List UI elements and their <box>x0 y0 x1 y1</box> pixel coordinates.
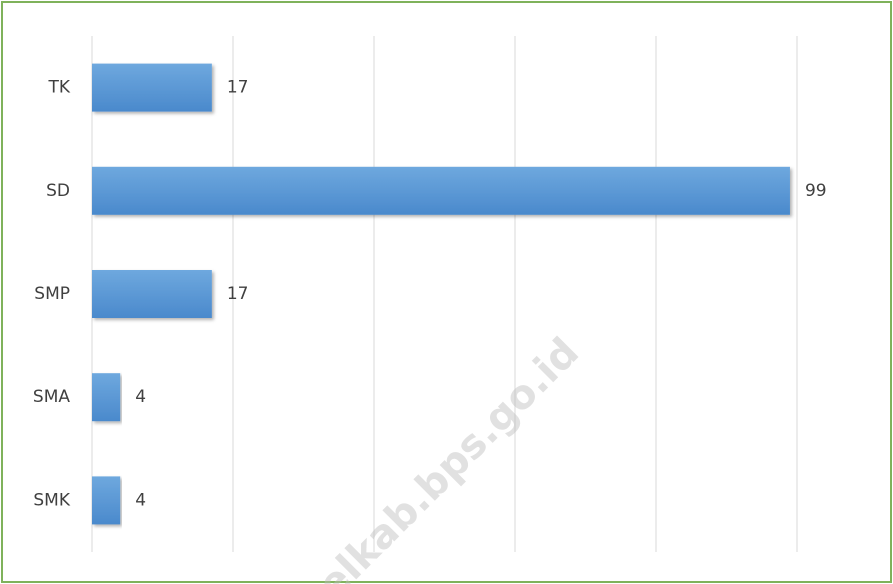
y-tick-label: TK <box>47 78 70 98</box>
bar <box>92 373 121 422</box>
data-label: 17 <box>227 284 249 304</box>
y-tick-label: SD <box>46 181 70 201</box>
grid <box>91 36 798 552</box>
y-tick-label: SMA <box>33 387 70 407</box>
bar <box>92 270 212 318</box>
bar <box>92 476 121 525</box>
y-tick-label: SMP <box>34 284 70 304</box>
data-label: 4 <box>135 387 146 407</box>
bar <box>92 63 212 112</box>
data-label: 17 <box>227 78 249 98</box>
bars: TK 17 SD 99 SMP 17 SMA 4 SMK 4 <box>33 63 827 525</box>
y-tick-label: SMK <box>33 490 70 510</box>
bar <box>92 166 790 215</box>
data-label: 4 <box>135 490 146 510</box>
data-label: 99 <box>805 181 827 201</box>
